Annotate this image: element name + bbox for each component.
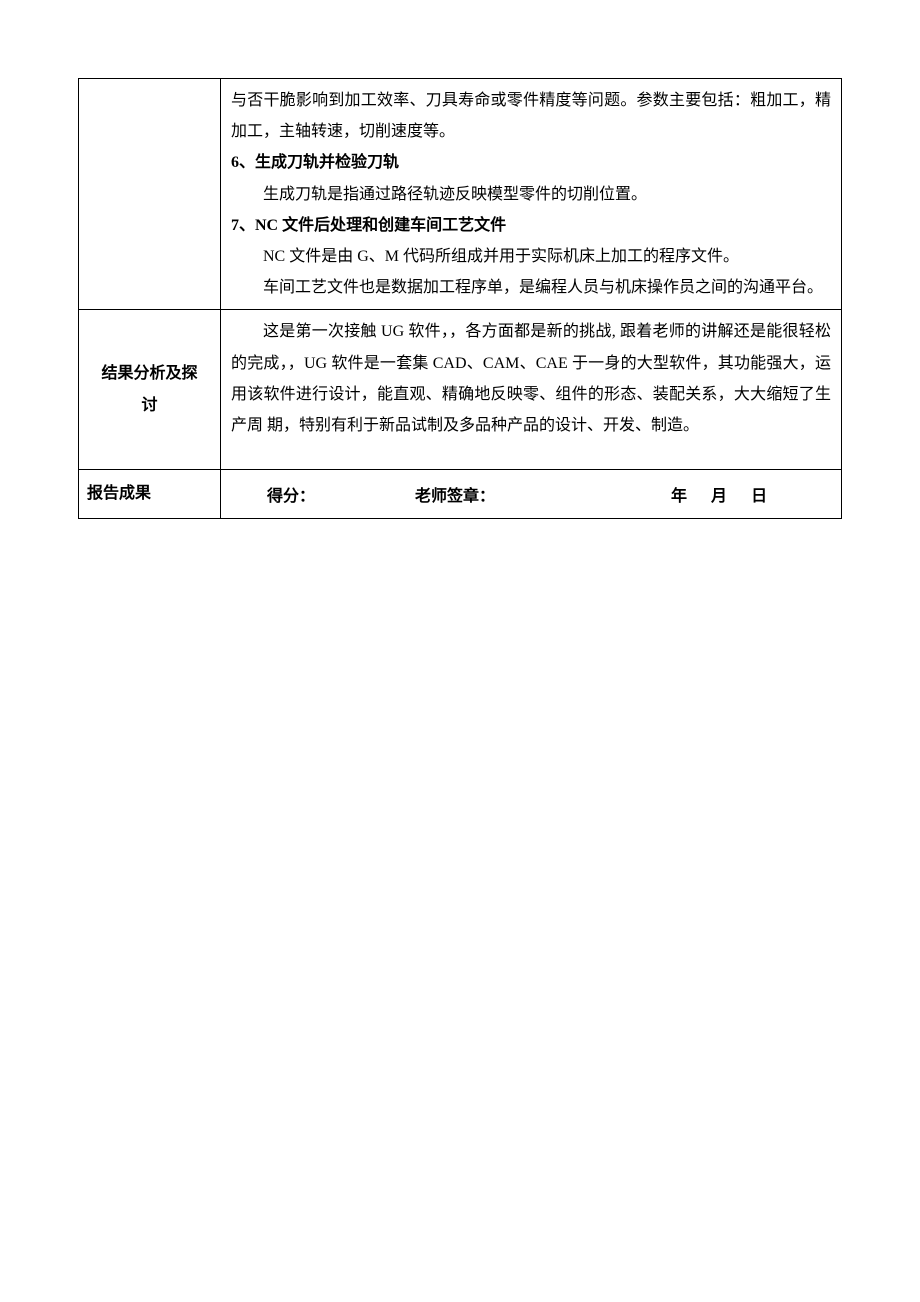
date-month-label: 月: [711, 488, 727, 505]
table-row-footer: 报告成果 得分： 老师签章： 年 月 日: [79, 470, 842, 519]
row-label-1: [79, 79, 221, 310]
table-row: 与否干脆影响到加工效率、刀具寿命或零件精度等问题。参数主要包括：粗加工，精加工，…: [79, 79, 842, 310]
date-day-label: 日: [751, 488, 767, 505]
paragraph: 与否干脆影响到加工效率、刀具寿命或零件精度等问题。参数主要包括：粗加工，精加工，…: [231, 85, 831, 147]
paragraph: 车间工艺文件也是数据加工程序单，是编程人员与机床操作员之间的沟通平台。: [231, 272, 831, 303]
label-line: 结果分析及探: [83, 358, 216, 390]
row-label-2: 结果分析及探 讨: [79, 310, 221, 470]
table-row: 结果分析及探 讨 这是第一次接触 UG 软件，，各方面都是新的挑战, 跟着老师的…: [79, 310, 842, 470]
date-year-label: 年: [671, 488, 687, 505]
score-label: 得分：: [267, 488, 315, 505]
row-content-2: 这是第一次接触 UG 软件，，各方面都是新的挑战, 跟着老师的讲解还是能很轻松的…: [221, 310, 842, 470]
heading-6: 6、生成刀轨并检验刀轨: [231, 147, 831, 178]
heading-7: 7、NC 文件后处理和创建车间工艺文件: [231, 210, 831, 241]
row-content-1: 与否干脆影响到加工效率、刀具寿命或零件精度等问题。参数主要包括：粗加工，精加工，…: [221, 79, 842, 310]
row-content-3: 得分： 老师签章： 年 月 日: [221, 470, 842, 519]
label-line: 讨: [83, 390, 216, 422]
paragraph: NC 文件是由 G、M 代码所组成并用于实际机床上加工的程序文件。: [231, 241, 831, 272]
signature-label: 老师签章：: [415, 488, 495, 505]
row-label-3: 报告成果: [79, 470, 221, 519]
report-table: 与否干脆影响到加工效率、刀具寿命或零件精度等问题。参数主要包括：粗加工，精加工，…: [78, 78, 842, 519]
paragraph: 生成刀轨是指通过路径轨迹反映模型零件的切削位置。: [231, 179, 831, 210]
paragraph: 这是第一次接触 UG 软件，，各方面都是新的挑战, 跟着老师的讲解还是能很轻松的…: [231, 316, 831, 441]
